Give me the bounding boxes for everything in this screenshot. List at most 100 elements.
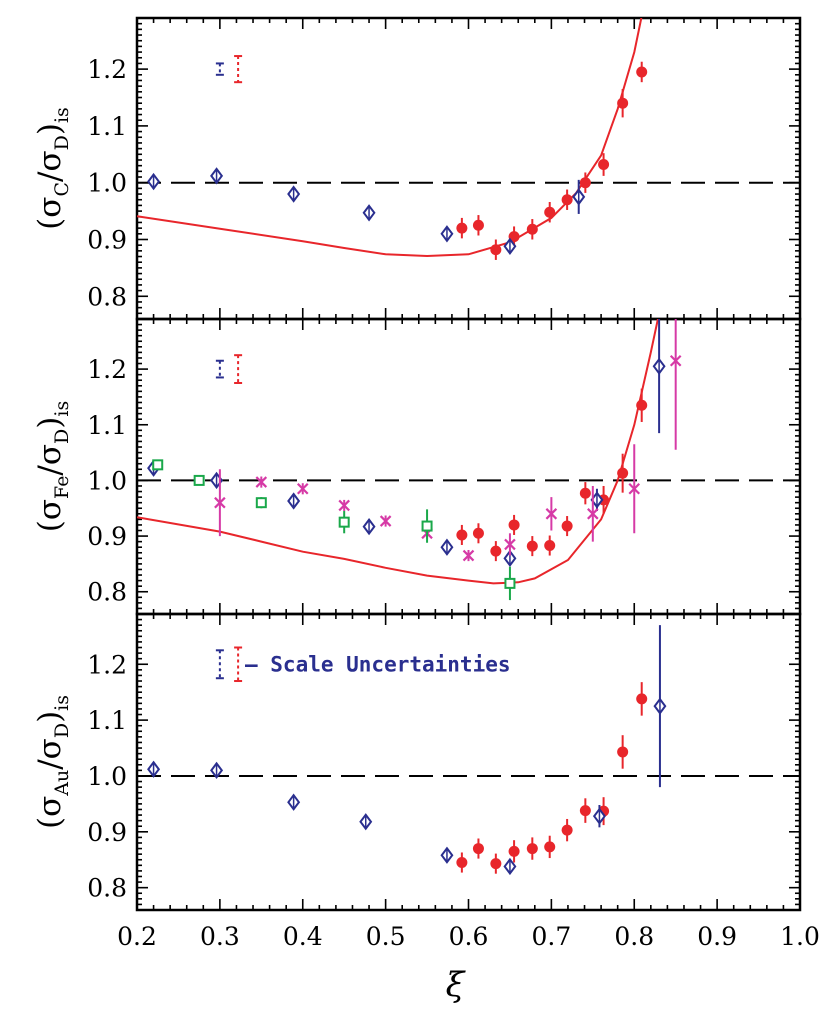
data-point-circle: [561, 818, 573, 842]
marker-cross: [504, 538, 516, 551]
y-tick-label: 1.2: [87, 650, 127, 679]
data-point-diamond: [440, 225, 454, 243]
y-label-part: is: [51, 401, 73, 417]
data-point-diamond: [359, 813, 373, 831]
x-tick-label: 0.6: [449, 922, 489, 951]
x-axis-label: ξ: [446, 965, 467, 1005]
marker-circle: [544, 540, 556, 552]
data-point-cross: [462, 549, 475, 562]
plot-area: [137, 625, 800, 876]
marker-circle: [544, 841, 556, 853]
data-point-circle: [544, 835, 556, 859]
data-point-diamond: [590, 488, 604, 512]
marker-square: [504, 577, 516, 589]
marker-circle: [561, 194, 573, 206]
y-tick-label: 0.8: [87, 282, 127, 311]
marker-circle: [456, 222, 468, 234]
y-axis-label: (σC/σD)is: [32, 107, 73, 230]
data-point-diamond: [572, 179, 586, 214]
marker-circle: [636, 693, 648, 705]
marker-cross: [545, 508, 558, 520]
y-tick-label: 1.0: [87, 466, 127, 495]
marker-circle: [472, 527, 484, 539]
data-point-circle: [579, 798, 591, 823]
data-point-cross: [587, 485, 599, 542]
y-label-part: σ: [32, 738, 68, 759]
data-point-circle: [579, 482, 591, 505]
marker-square: [152, 459, 164, 471]
data-point-diamond: [362, 204, 376, 222]
data-point-circle: [456, 524, 468, 545]
data-point-circle: [636, 682, 648, 716]
marker-cross: [587, 508, 599, 520]
y-tick-label: 1.0: [87, 762, 127, 791]
marker-circle: [579, 487, 591, 499]
x-tick-label: 0.2: [117, 922, 157, 951]
data-point-circle: [508, 514, 520, 535]
marker-circle: [508, 845, 520, 857]
scale-uncertainty-label: – Scale Uncertainties: [245, 652, 511, 676]
marker-circle: [617, 97, 629, 109]
y-label-part: is: [51, 695, 73, 711]
marker-square: [255, 497, 267, 509]
data-point-circle: [490, 853, 502, 874]
marker-cross: [669, 354, 682, 367]
y-tick-label: 1.2: [87, 355, 127, 384]
y-tick-label: 0.9: [87, 522, 127, 551]
y-axis-label: (σAu/σD)is: [32, 695, 73, 829]
y-label-part: σ: [32, 197, 68, 218]
marker-circle: [490, 545, 502, 557]
y-label-part: ): [32, 711, 68, 723]
data-point-diamond: [210, 167, 224, 185]
y-label-part: /: [32, 171, 68, 182]
data-point-diamond: [147, 172, 161, 191]
marker-circle: [508, 231, 520, 243]
y-label-part: ): [32, 123, 68, 135]
data-point-cross: [545, 497, 558, 531]
x-tick-label: 0.5: [366, 922, 406, 951]
panel-top: 0.80.91.01.11.2(σC/σD)is: [32, 16, 802, 321]
y-tick-label: 0.9: [87, 225, 127, 254]
data-point-diamond: [592, 805, 606, 828]
plot-frame: [135, 16, 802, 321]
y-axis-label: (σFe/σD)is: [32, 401, 73, 532]
x-tick-label: 0.9: [697, 922, 737, 951]
y-label-part: D: [51, 429, 73, 444]
plot-frame: [135, 317, 802, 616]
data-point-circle: [598, 153, 610, 176]
y-tick-label: 1.1: [87, 112, 127, 141]
data-point-diamond: [287, 492, 301, 510]
y-tick-label: 1.2: [87, 55, 127, 84]
marker-circle: [490, 244, 502, 256]
y-label-part: (: [32, 817, 68, 829]
data-point-diamond: [362, 517, 376, 536]
marker-circle: [561, 520, 573, 532]
data-point-circle: [579, 172, 591, 193]
y-tick-label: 1.0: [87, 169, 127, 198]
data-point-circle: [490, 239, 502, 260]
y-label-part: /: [32, 465, 68, 476]
y-label-part: Au: [51, 770, 73, 797]
data-point-circle: [526, 219, 538, 240]
data-point-circle: [561, 516, 573, 537]
data-point-circle: [617, 88, 629, 118]
marker-circle: [598, 159, 610, 171]
marker-circle: [636, 66, 648, 78]
marker-circle: [617, 467, 629, 479]
marker-circle: [561, 824, 573, 836]
marker-circle: [472, 219, 484, 231]
panels: 0.80.91.01.11.2(σC/σD)is0.80.91.01.11.2(…: [32, 16, 820, 951]
data-point-square: [504, 566, 516, 601]
marker-square: [338, 516, 350, 528]
marker-circle: [456, 529, 468, 541]
data-point-circle: [472, 215, 484, 236]
data-point-circle: [636, 388, 648, 422]
data-point-cross: [296, 482, 309, 495]
y-tick-label: 0.9: [87, 818, 127, 847]
x-tick-label: 0.3: [200, 922, 240, 951]
data-point-circle: [508, 840, 520, 863]
data-point-diamond: [652, 319, 666, 434]
marker-circle: [579, 805, 591, 817]
data-point-circle: [544, 202, 556, 223]
